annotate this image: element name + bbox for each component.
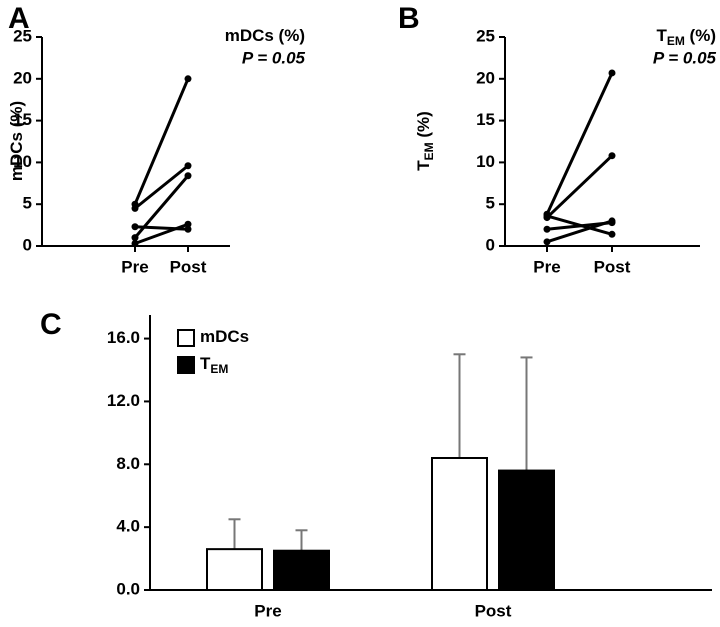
subject-point <box>608 69 616 77</box>
legend-label-sub: EM <box>210 362 228 376</box>
x-tick-label: Post <box>170 257 207 276</box>
y-tick-label: 10 <box>13 152 32 171</box>
subject-line <box>133 174 190 239</box>
y-axis-label-main: mDCs (%) <box>7 101 26 181</box>
y-axis-label: TEM (%) <box>414 111 436 171</box>
legend-label: mDCs <box>200 327 249 346</box>
y-tick-label: 0 <box>486 235 495 254</box>
panel-title-sub: EM <box>667 34 685 48</box>
y-tick-label: 0 <box>23 235 32 254</box>
subject-point <box>608 152 616 160</box>
panel-title-main: T <box>656 26 667 45</box>
subject-point <box>543 212 551 220</box>
y-tick-label: 8.0 <box>116 454 140 473</box>
y-tick-label: 5 <box>486 194 495 213</box>
panel-title-main: mDCs (%) <box>225 26 305 45</box>
subject-point <box>184 172 192 180</box>
y-tick-label: 15 <box>476 110 495 129</box>
subject-point <box>608 230 616 238</box>
legend-label: TEM <box>200 354 228 376</box>
y-tick-label: 25 <box>476 26 495 45</box>
y-tick-label: 20 <box>476 68 495 87</box>
y-tick-label: 25 <box>13 26 32 45</box>
y-tick-label: 5 <box>23 194 32 213</box>
x-tick-label: Pre <box>121 257 148 276</box>
subject-point <box>184 162 192 170</box>
y-axis-label-suffix: (%) <box>414 111 433 142</box>
legend-label-main: mDCs <box>200 327 249 346</box>
panel-title: mDCs (%) <box>225 26 305 45</box>
y-tick-label: 15 <box>13 110 32 129</box>
subject-point <box>543 238 551 246</box>
y-tick-label: 16.0 <box>107 328 140 347</box>
subject-point <box>131 223 139 231</box>
y-axis-label-sub: EM <box>422 142 436 160</box>
subject-point <box>131 234 139 242</box>
subject-line <box>134 222 189 245</box>
bar <box>498 469 555 592</box>
panel-label: A <box>8 2 30 35</box>
panel-label: B <box>398 2 420 35</box>
y-tick-label: 12.0 <box>107 391 140 410</box>
bar <box>431 457 488 591</box>
y-tick-label: 20 <box>13 68 32 87</box>
p-value: P = 0.05 <box>653 48 717 67</box>
y-axis-label: mDCs (%) <box>7 101 26 181</box>
subject-line <box>545 154 614 219</box>
subject-point <box>608 217 616 225</box>
y-tick-label: 4.0 <box>116 517 140 536</box>
y-tick-label: 10 <box>476 152 495 171</box>
subject-point <box>543 225 551 233</box>
x-tick-label: Pre <box>533 257 560 276</box>
y-axis-label-main: T <box>414 160 433 171</box>
legend-swatch <box>177 329 195 347</box>
x-tick-label: Post <box>475 601 512 620</box>
bar <box>206 548 263 592</box>
subject-line <box>545 72 614 215</box>
subject-line <box>134 164 189 210</box>
panel-label: C <box>40 308 62 341</box>
subject-point <box>184 220 192 228</box>
subject-point <box>131 239 139 247</box>
subject-point <box>184 225 192 233</box>
subject-line <box>133 78 190 205</box>
legend-swatch <box>177 356 195 374</box>
panel-title: TEM (%) <box>656 26 716 48</box>
x-tick-label: Post <box>594 257 631 276</box>
subject-line <box>546 219 613 244</box>
bar <box>273 549 330 592</box>
subject-point <box>131 204 139 212</box>
x-tick-label: Pre <box>254 601 281 620</box>
subject-point <box>184 75 192 83</box>
legend-label-main: T <box>200 354 211 373</box>
panel-title-suffix: (%) <box>685 26 716 45</box>
p-value: P = 0.05 <box>242 48 306 67</box>
y-tick-label: 0.0 <box>116 579 140 598</box>
